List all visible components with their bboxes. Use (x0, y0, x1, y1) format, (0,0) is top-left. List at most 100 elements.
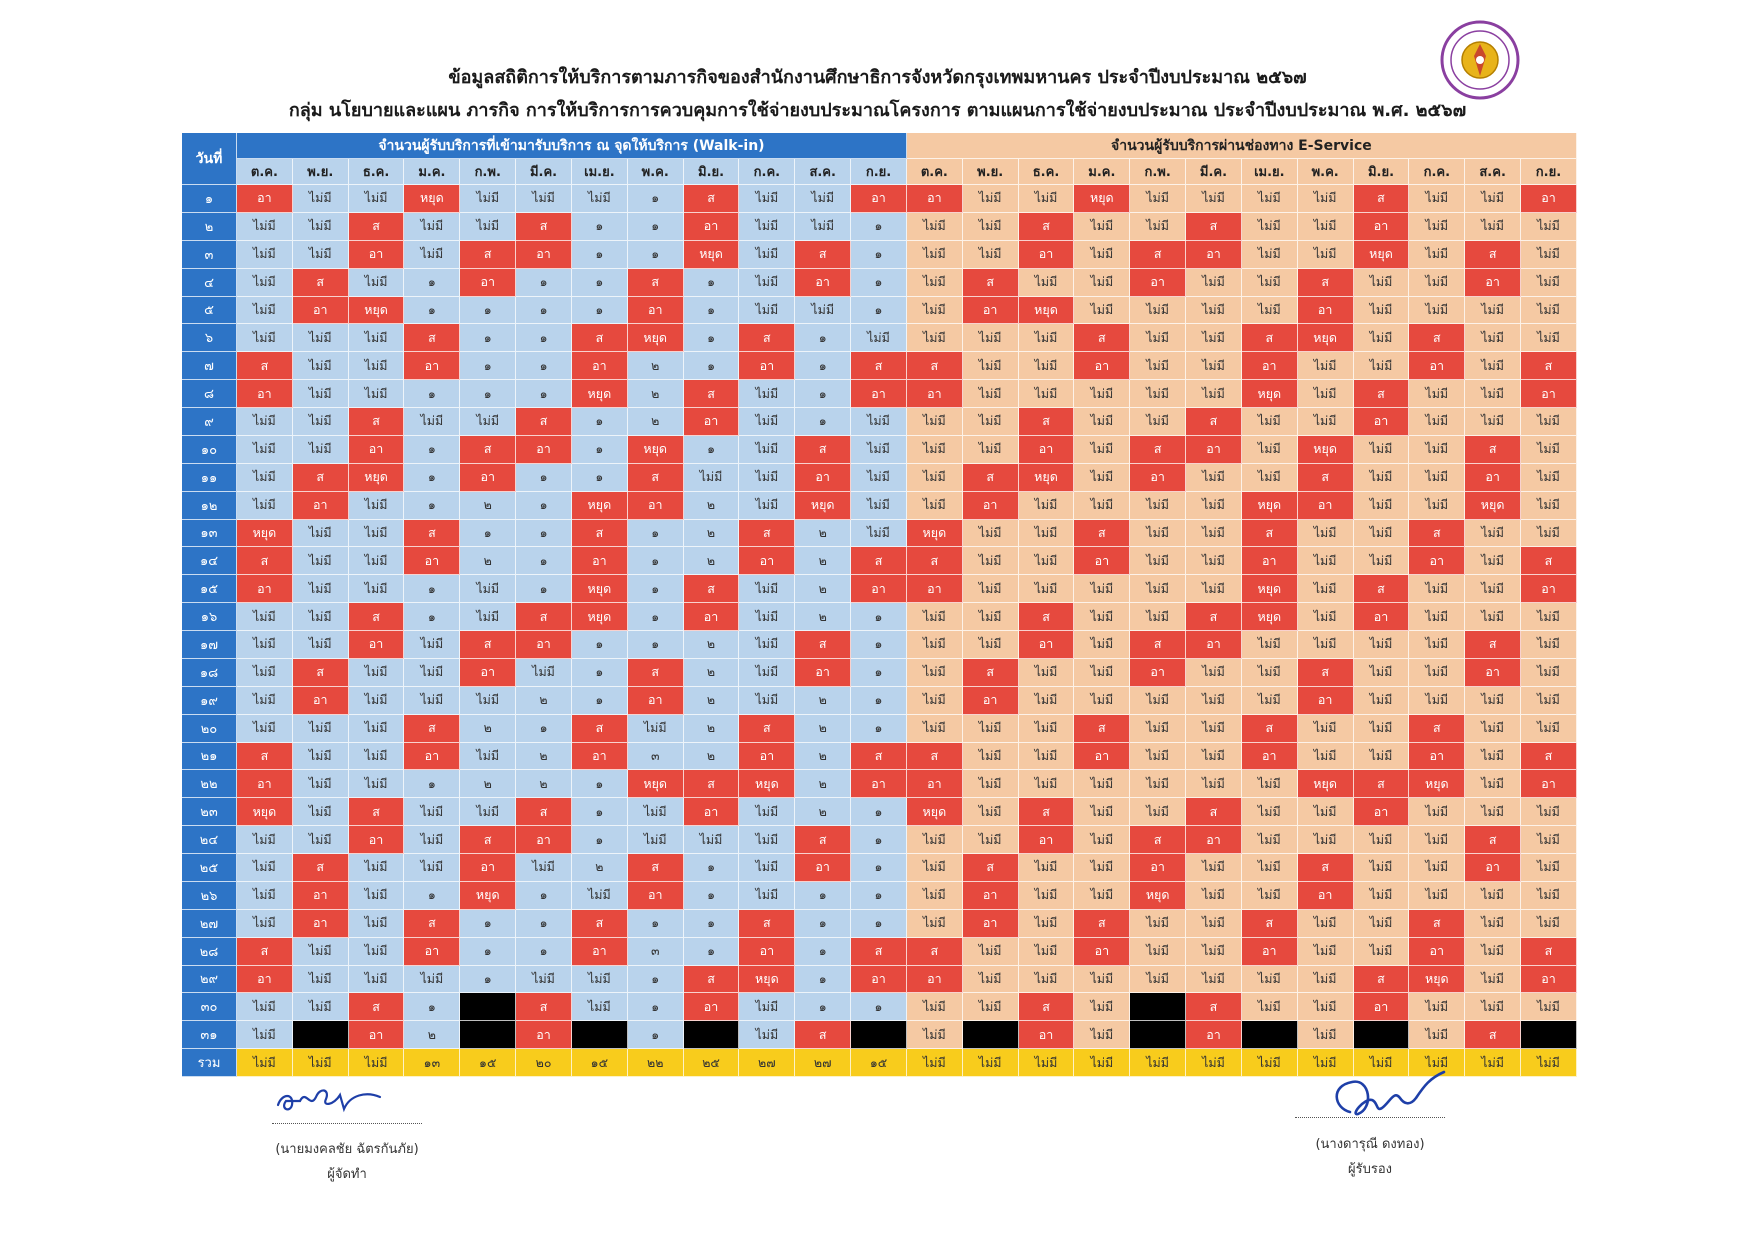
walkin-cell: ไม่มี (404, 798, 460, 826)
walkin-total-cell: ๒๕ (684, 1049, 740, 1077)
eservice-cell: หยุด (1242, 575, 1298, 603)
eservice-cell: ไม่มี (1298, 603, 1354, 631)
walkin-cell: อา (684, 798, 740, 826)
walkin-cell: ๒ (460, 547, 516, 575)
eservice-cell: หยุด (1298, 436, 1354, 464)
walkin-month-header: มี.ค. (516, 159, 572, 185)
no-date-cell (963, 1021, 1019, 1049)
walkin-cell: ส (460, 631, 516, 659)
eservice-cell: ไม่มี (1354, 324, 1410, 352)
walkin-cell: ไม่มี (237, 882, 293, 910)
walkin-cell: ส (349, 603, 405, 631)
eservice-cell: ไม่มี (1074, 1021, 1130, 1049)
walkin-cell: ส (851, 547, 907, 575)
eservice-cell: หยุด (1298, 770, 1354, 798)
walkin-cell: ไม่มี (293, 603, 349, 631)
eservice-cell: ส (1465, 436, 1521, 464)
eservice-cell: หยุด (1019, 297, 1075, 325)
walkin-cell: ไม่มี (404, 687, 460, 715)
eservice-cell: ไม่มี (1074, 603, 1130, 631)
walkin-total-cell: ๒๒ (628, 1049, 684, 1077)
eservice-cell: ส (1354, 380, 1410, 408)
walkin-cell: อา (237, 770, 293, 798)
eservice-cell: ไม่มี (1186, 297, 1242, 325)
eservice-cell: ไม่มี (1074, 269, 1130, 297)
walkin-cell: ๒ (795, 798, 851, 826)
walkin-cell: ส (628, 854, 684, 882)
walkin-cell: หยุด (628, 770, 684, 798)
eservice-cell: ไม่มี (1465, 603, 1521, 631)
walkin-cell: ๑ (628, 185, 684, 213)
eservice-cell: ไม่มี (907, 687, 963, 715)
approver-signature-line (1295, 1117, 1445, 1118)
eservice-cell: ไม่มี (1409, 464, 1465, 492)
eservice-cell: ไม่มี (1186, 770, 1242, 798)
walkin-cell: ๒ (684, 659, 740, 687)
eservice-cell: ไม่มี (1019, 380, 1075, 408)
eservice-cell: ไม่มี (1074, 882, 1130, 910)
walkin-cell: ๒ (460, 492, 516, 520)
eservice-cell: ไม่มี (1019, 910, 1075, 938)
walkin-cell: ๑ (404, 770, 460, 798)
eservice-cell: ไม่มี (1019, 938, 1075, 966)
eservice-total-cell: ไม่มี (907, 1049, 963, 1077)
walkin-cell: ๑ (572, 436, 628, 464)
walkin-cell: ส (516, 603, 572, 631)
no-date-cell (1242, 1021, 1298, 1049)
walkin-cell: ส (404, 324, 460, 352)
eservice-cell: อา (907, 185, 963, 213)
eservice-cell: ไม่มี (1130, 324, 1186, 352)
walkin-cell: ไม่มี (349, 715, 405, 743)
day-label: ๑๘ (182, 659, 237, 687)
walkin-total-cell: ๑๕ (460, 1049, 516, 1077)
walkin-cell: ไม่มี (404, 631, 460, 659)
eservice-cell: ส (907, 938, 963, 966)
walkin-cell: ไม่มี (851, 436, 907, 464)
eservice-cell: ไม่มี (1242, 408, 1298, 436)
walkin-cell: ไม่มี (237, 603, 293, 631)
eservice-cell: ส (1242, 520, 1298, 548)
walkin-cell: ไม่มี (795, 297, 851, 325)
eservice-cell: ส (1409, 324, 1465, 352)
eservice-cell: ไม่มี (907, 715, 963, 743)
walkin-cell: ๑ (684, 910, 740, 938)
walkin-cell: ไม่มี (293, 213, 349, 241)
eservice-cell: ไม่มี (1186, 520, 1242, 548)
walkin-cell: ไม่มี (237, 324, 293, 352)
eservice-cell: ไม่มี (1130, 743, 1186, 771)
eservice-cell: อา (1242, 743, 1298, 771)
walkin-cell: ๑ (851, 826, 907, 854)
walkin-cell: ส (349, 798, 405, 826)
eservice-cell: ไม่มี (1465, 185, 1521, 213)
walkin-cell: ส (460, 436, 516, 464)
walkin-cell: ๑ (684, 324, 740, 352)
walkin-cell: อา (795, 269, 851, 297)
walkin-cell: อา (851, 770, 907, 798)
walkin-cell: ๑ (460, 352, 516, 380)
walkin-cell: ไม่มี (237, 408, 293, 436)
eservice-cell: ส (1465, 631, 1521, 659)
walkin-cell: ๑ (516, 297, 572, 325)
eservice-cell: ไม่มี (1521, 464, 1577, 492)
eservice-cell: อา (1242, 938, 1298, 966)
walkin-cell: ส (572, 520, 628, 548)
eservice-cell: ไม่มี (1298, 575, 1354, 603)
walkin-cell: ไม่มี (237, 213, 293, 241)
eservice-cell: ไม่มี (1186, 185, 1242, 213)
walkin-month-header: ก.ย. (851, 159, 907, 185)
eservice-cell: อา (1354, 408, 1410, 436)
walkin-cell: ไม่มี (237, 241, 293, 269)
walkin-cell: ๑ (516, 547, 572, 575)
eservice-cell: ไม่มี (1074, 854, 1130, 882)
day-label: ๒๖ (182, 882, 237, 910)
total-row-label: รวม (182, 1049, 237, 1077)
walkin-cell: ไม่มี (349, 575, 405, 603)
walkin-cell: ๑ (684, 938, 740, 966)
walkin-cell: อา (404, 743, 460, 771)
walkin-cell: ส (516, 798, 572, 826)
eservice-cell: ไม่มี (907, 1021, 963, 1049)
eservice-cell: หยุด (907, 798, 963, 826)
walkin-cell: ส (572, 715, 628, 743)
no-date-cell (460, 1021, 516, 1049)
eservice-cell: อา (1409, 547, 1465, 575)
